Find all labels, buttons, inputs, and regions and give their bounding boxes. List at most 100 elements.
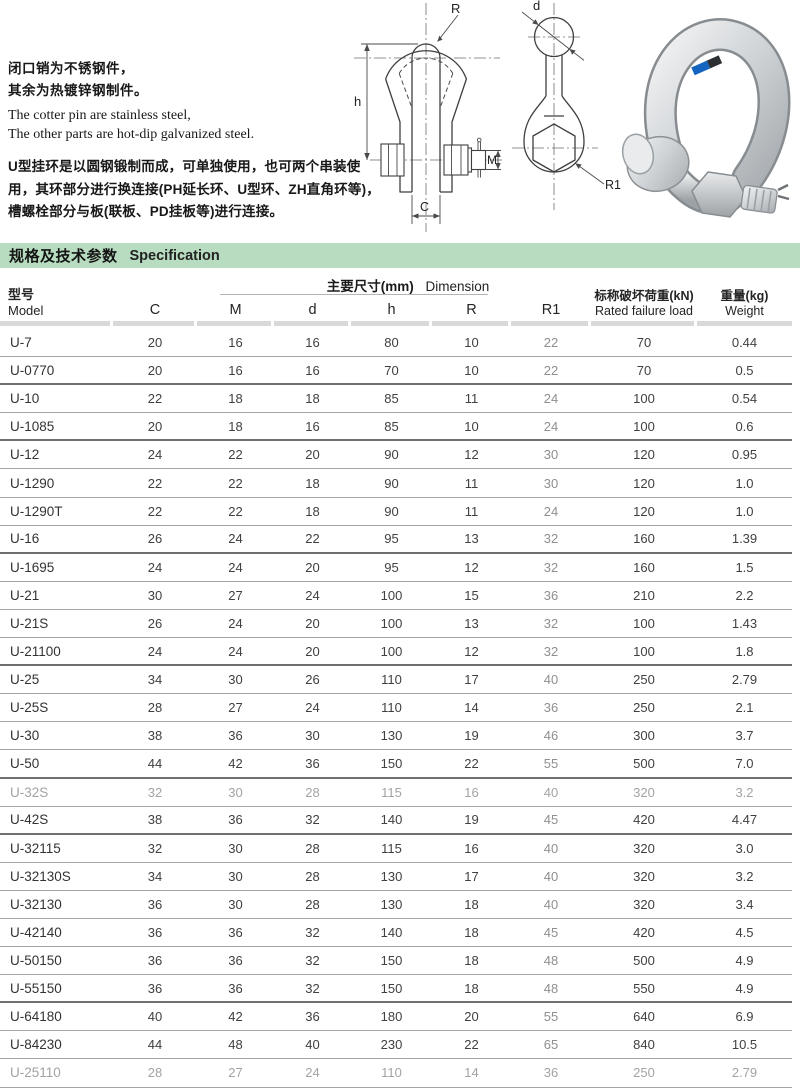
cell-r: 11: [464, 475, 479, 491]
cell-load: 500: [633, 755, 655, 771]
cell-c: 32: [147, 784, 163, 800]
cell-load: 210: [633, 587, 655, 603]
table-row: U-55150 36 36 32 150 18 48 550 4.9: [0, 975, 792, 1004]
cell-model: U-42S: [10, 812, 49, 828]
column-header-h: h: [387, 302, 396, 318]
cell-r: 19: [464, 728, 479, 744]
cell-model: U-30: [10, 728, 40, 744]
cell-d: 20: [305, 447, 320, 463]
cell-h: 150: [380, 980, 403, 996]
cell-r1: 46: [543, 728, 559, 744]
cell-m: 30: [228, 896, 243, 912]
cell-h: 90: [384, 447, 399, 463]
cell-r1: 40: [543, 840, 559, 856]
cell-r1: 45: [543, 925, 559, 941]
cell-h: 90: [384, 475, 399, 491]
dim-label-h: h: [354, 94, 361, 109]
cell-r: 13: [464, 615, 479, 631]
column-header-R: R: [466, 302, 477, 318]
cell-h: 95: [384, 531, 399, 547]
table-row: U-25110 28 27 24 110 14 36 250 2.79: [0, 1059, 792, 1088]
cell-d: 28: [305, 868, 320, 884]
cell-r: 10: [464, 362, 479, 378]
cell-d: 24: [305, 700, 320, 716]
cell-d: 18: [305, 503, 320, 519]
cell-m: 22: [228, 503, 243, 519]
cell-load: 160: [633, 531, 655, 547]
cell-h: 100: [380, 643, 403, 659]
cell-r: 15: [464, 587, 479, 603]
cell-r1: 55: [543, 755, 559, 771]
table-row: U-32S 32 30 28 115 16 40 320 3.2: [0, 779, 792, 807]
cell-c: 22: [147, 391, 163, 407]
cell-weight: 1.0: [735, 503, 754, 519]
cell-load: 420: [633, 925, 655, 941]
dim-label-C: C: [420, 200, 429, 214]
cell-model: U-7: [10, 335, 32, 351]
cell-r: 18: [464, 980, 479, 996]
cell-c: 44: [147, 755, 163, 771]
cell-load: 550: [633, 980, 655, 996]
cell-r1: 40: [543, 868, 559, 884]
cell-r1: 40: [543, 784, 559, 800]
cell-model: U-1290: [10, 475, 55, 491]
cell-d: 16: [305, 418, 320, 434]
cell-h: 130: [380, 896, 403, 912]
product-photo-shackle: [621, 18, 791, 218]
cell-c: 36: [147, 980, 163, 996]
cell-c: 28: [147, 1065, 163, 1081]
cell-h: 115: [381, 784, 402, 800]
cell-h: 115: [381, 840, 402, 856]
dim-label-R1: R1: [605, 178, 621, 192]
cell-weight: 0.54: [731, 391, 758, 407]
cell-r: 12: [464, 643, 479, 659]
cell-weight: 1.8: [735, 643, 754, 659]
front-view-diagram: M h R C: [354, 1, 505, 232]
cell-r: 16: [464, 784, 479, 800]
cell-model: U-0770: [10, 362, 55, 378]
cell-load: 320: [633, 784, 655, 800]
cell-r1: 48: [543, 953, 559, 969]
cell-d: 24: [305, 587, 320, 603]
cell-model: U-25110: [10, 1065, 61, 1081]
cell-m: 18: [228, 391, 243, 407]
cell-load: 100: [633, 643, 655, 659]
cell-r1: 36: [543, 1065, 559, 1081]
cell-c: 28: [147, 700, 163, 716]
cell-d: 32: [305, 953, 320, 969]
table-row: U-84230 44 48 40 230 22 65 840 10.5: [0, 1031, 792, 1060]
cell-r1: 22: [543, 362, 559, 378]
cell-h: 110: [381, 1065, 402, 1081]
cell-load: 300: [633, 728, 655, 744]
cell-c: 36: [147, 953, 163, 969]
cell-r1: 40: [543, 896, 559, 912]
cell-h: 140: [380, 925, 403, 941]
cell-r1: 55: [543, 1009, 559, 1025]
cell-weight: 1.5: [735, 559, 754, 575]
cell-r1: 65: [543, 1037, 559, 1053]
cell-m: 24: [228, 531, 243, 547]
column-header-weight: 重量(kg) Weight: [720, 289, 769, 318]
cell-weight: 0.6: [735, 418, 754, 434]
cell-load: 160: [633, 559, 655, 575]
cell-c: 38: [147, 728, 163, 744]
cell-c: 20: [147, 418, 163, 434]
cell-model: U-1290T: [10, 503, 63, 519]
cell-model: U-42140: [10, 925, 62, 941]
cell-r1: 22: [543, 335, 559, 351]
cell-d: 36: [305, 1009, 320, 1025]
cell-r1: 32: [543, 643, 559, 659]
cell-model: U-21S: [10, 615, 49, 631]
column-header-C: C: [149, 302, 161, 318]
cell-r: 18: [464, 925, 479, 941]
cell-weight: 4.9: [735, 953, 754, 969]
cell-m: 30: [228, 672, 243, 688]
cell-load: 640: [633, 1009, 655, 1025]
cell-c: 38: [147, 812, 163, 828]
table-row: U-42140 36 36 32 140 18 45 420 4.5: [0, 919, 792, 948]
cell-r: 13: [464, 531, 479, 547]
cell-c: 36: [147, 896, 163, 912]
cell-h: 110: [381, 672, 402, 688]
cell-r1: 24: [543, 391, 559, 407]
cell-weight: 2.1: [735, 700, 754, 716]
